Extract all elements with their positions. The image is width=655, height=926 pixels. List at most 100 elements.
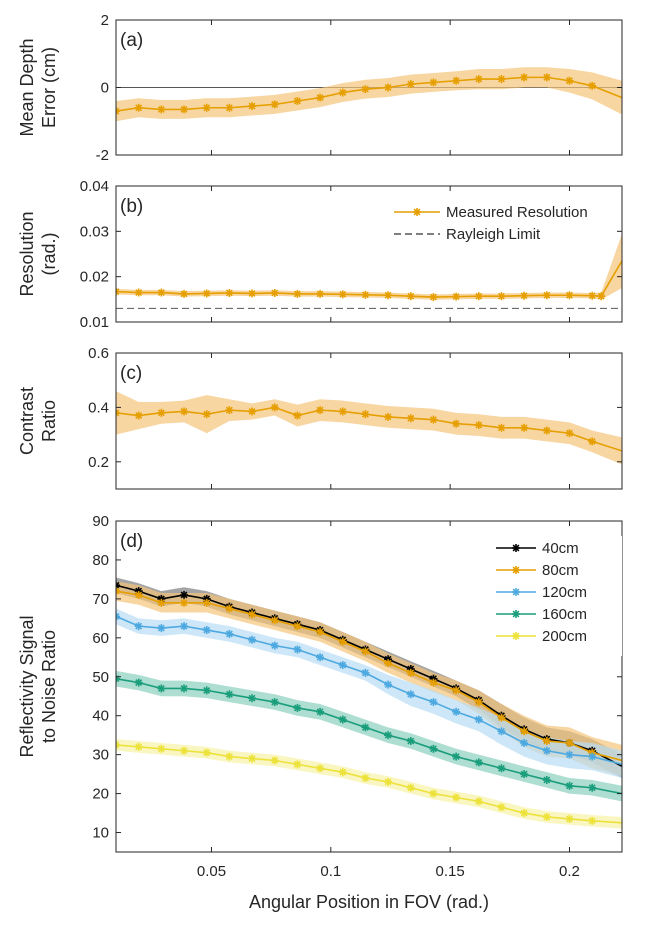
- series-point-measured-resolution-11-d2: [361, 291, 369, 299]
- series-point-80cm-11: [361, 647, 370, 656]
- series-point-measured-resolution-7: [270, 288, 279, 297]
- series-point-120cm-18: [520, 738, 529, 747]
- series-point-120cm-10-d2: [339, 661, 347, 669]
- series-point-160cm-17-d2: [498, 764, 505, 772]
- series-point-measured-resolution-20-d2: [566, 291, 573, 299]
- series-point-contrast-ratio-5: [225, 406, 234, 415]
- series-point-contrast-ratio-11: [361, 410, 370, 419]
- y-axis-label-3-0: Reflectivity Signal: [17, 615, 37, 757]
- series-point-160cm-21: [588, 783, 597, 792]
- series-point-measured-resolution-17: [497, 292, 506, 301]
- series-point-contrast-ratio-14-d2: [429, 416, 437, 424]
- series-point-contrast-ratio-7-d2: [271, 403, 279, 411]
- series-point-80cm-8-d2: [293, 622, 301, 630]
- series-point-mean-depth-error-4-d2: [203, 104, 211, 112]
- series-point-contrast-ratio-10-d2: [339, 408, 347, 415]
- y-axis-label-2-1: Ratio: [39, 400, 59, 442]
- series-point-80cm-10: [338, 637, 347, 646]
- y-axis-label-1-1: (rad.): [39, 232, 59, 275]
- panel-1-plot: [116, 233, 622, 309]
- series-point-measured-resolution-2: [157, 288, 166, 297]
- series-point-measured-resolution-18: [520, 291, 529, 300]
- series-point-measured-resolution-1: [134, 288, 143, 297]
- series-point-measured-resolution-12: [384, 291, 393, 300]
- series-point-80cm-12-d2: [384, 659, 392, 667]
- series-point-80cm-15-d2: [452, 686, 460, 694]
- series-point-contrast-ratio-4-d2: [203, 410, 211, 418]
- series-point-mean-depth-error-12: [384, 83, 393, 92]
- series-point-mean-depth-error-20: [565, 76, 574, 85]
- series-point-contrast-ratio-9: [316, 406, 325, 415]
- series-point-80cm-4: [202, 598, 211, 607]
- series-point-mean-depth-error-14-d2: [429, 78, 437, 86]
- series-point-mean-depth-error-13-d2: [407, 80, 415, 88]
- series-point-80cm-6: [248, 610, 257, 619]
- series-point-80cm-5-d2: [225, 605, 233, 613]
- series-point-measured-resolution-3: [180, 289, 189, 298]
- series-point-contrast-ratio-0: [116, 408, 120, 417]
- ytick-label-3-2: 30: [92, 747, 109, 764]
- series-point-contrast-ratio-21-d2: [588, 437, 596, 445]
- series-point-120cm-12-d2: [384, 681, 392, 688]
- series-point-mean-depth-error-2: [157, 105, 166, 114]
- series-point-160cm-15-d2: [452, 753, 460, 761]
- series-point-contrast-ratio-4: [202, 410, 211, 419]
- series-point-200cm-14: [429, 789, 438, 798]
- series-point-mean-depth-error-14: [429, 78, 438, 87]
- series-point-contrast-ratio-8-d2: [293, 412, 301, 420]
- series-point-contrast-ratio-19-d2: [543, 427, 551, 434]
- series-point-measured-resolution-4: [202, 289, 211, 298]
- series-point-80cm-4-d2: [203, 599, 211, 607]
- ytick-label-3-4: 50: [92, 669, 109, 686]
- series-point-160cm-18: [520, 770, 529, 779]
- series-point-120cm-16-d2: [475, 716, 483, 724]
- series-point-200cm-2: [157, 744, 166, 753]
- legend-label-1-0: Measured Resolution: [446, 204, 588, 221]
- series-point-measured-resolution-8: [293, 289, 302, 298]
- series-point-contrast-ratio-0-d2: [116, 409, 120, 414]
- series-point-160cm-4-d2: [203, 686, 211, 694]
- series-point-160cm-12: [384, 731, 393, 740]
- series-point-160cm-0-d1: [116, 677, 120, 683]
- series-point-200cm-9: [316, 764, 325, 773]
- series-point-120cm-19: [542, 746, 551, 755]
- series-point-160cm-17: [497, 764, 506, 773]
- series-point-200cm-19: [542, 812, 551, 821]
- series-point-mean-depth-error-11-d2: [361, 85, 369, 93]
- series-point-mean-depth-error-7: [270, 100, 279, 109]
- series-point-120cm-21-d2: [588, 753, 596, 761]
- series-point-120cm-6-d2: [248, 636, 256, 644]
- x-axis-label: Angular Position in FOV (rad.): [249, 892, 489, 912]
- series-point-80cm-16: [474, 698, 483, 707]
- series-point-160cm-14: [429, 744, 438, 753]
- series-point-80cm-20-d2: [566, 739, 573, 747]
- legend-label-3-3: 160cm: [542, 606, 587, 623]
- series-point-160cm-12-d2: [384, 731, 392, 739]
- ytick-label-3-1: 20: [92, 786, 109, 803]
- series-point-measured-resolution-21-d2: [588, 292, 596, 300]
- series-point-120cm-13: [406, 690, 415, 699]
- series-point-120cm-8: [293, 645, 302, 654]
- series-point-120cm-19-d2: [543, 747, 551, 755]
- series-point-200cm-7-d2: [271, 757, 279, 764]
- series-point-80cm-13-d2: [407, 669, 415, 677]
- series-point-200cm-3: [180, 746, 189, 755]
- series-point-160cm-1-d2: [135, 679, 143, 687]
- ytick-label-3-7: 80: [92, 552, 109, 569]
- series-point-200cm-20: [565, 814, 574, 823]
- ytick-label-3-3: 40: [92, 708, 109, 725]
- series-point-contrast-ratio-18: [520, 423, 529, 432]
- series-point-contrast-ratio-3: [180, 407, 189, 416]
- series-point-200cm-1-d2: [135, 743, 143, 751]
- series-point-mean-depth-error-18-d2: [520, 73, 528, 81]
- series-point-contrast-ratio-1: [134, 411, 143, 420]
- ytick-label-1-0: 0.01: [80, 314, 109, 331]
- series-point-measured-resolution-11: [361, 290, 370, 299]
- series-point-measured-resolution-9-d2: [316, 290, 324, 298]
- series-point-contrast-ratio-7: [270, 403, 279, 412]
- series-point-80cm-12: [384, 659, 393, 668]
- series-point-80cm-13: [406, 668, 415, 677]
- xtick-label-2: 0.15: [436, 863, 465, 880]
- series-point-mean-depth-error-16: [474, 75, 483, 84]
- series-point-mean-depth-error-1: [134, 103, 143, 112]
